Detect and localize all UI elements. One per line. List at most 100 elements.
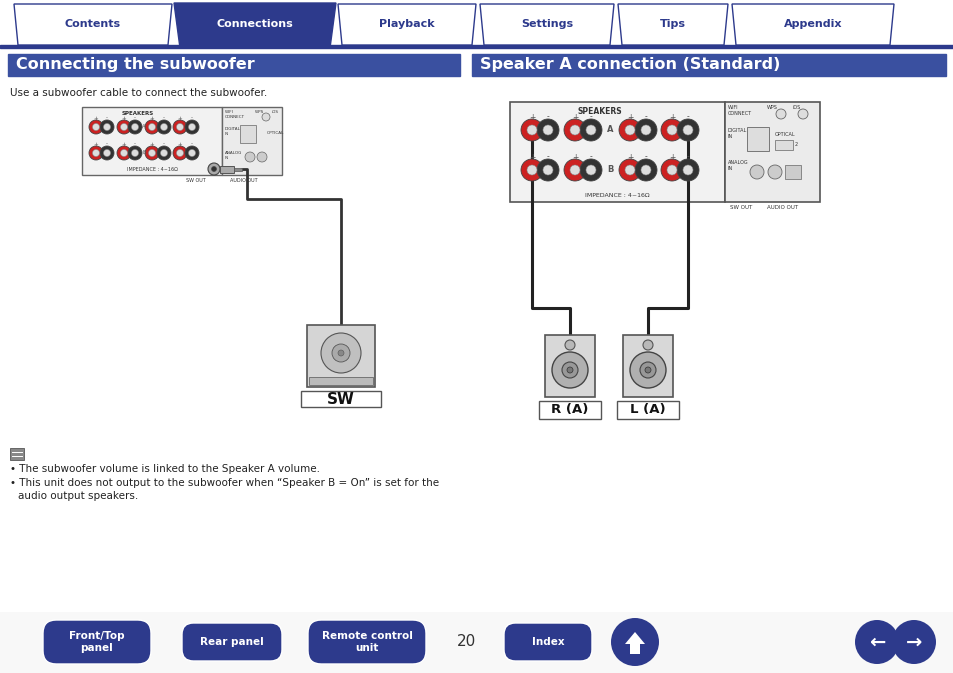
Circle shape <box>640 125 650 135</box>
Text: -: - <box>133 116 136 120</box>
Text: -: - <box>546 153 549 162</box>
Circle shape <box>624 125 635 135</box>
Circle shape <box>89 146 103 160</box>
Text: R (A): R (A) <box>551 404 588 417</box>
Circle shape <box>635 119 657 141</box>
Text: -: - <box>191 116 193 120</box>
Bar <box>220 166 233 172</box>
Circle shape <box>640 165 650 175</box>
Circle shape <box>520 119 542 141</box>
Text: -: - <box>191 141 193 147</box>
Circle shape <box>256 152 267 162</box>
Text: WPS: WPS <box>766 105 777 110</box>
Bar <box>629 644 639 654</box>
Circle shape <box>157 120 171 134</box>
Circle shape <box>145 120 159 134</box>
Polygon shape <box>173 3 335 48</box>
Circle shape <box>610 618 659 666</box>
Bar <box>0 45 953 48</box>
Text: B: B <box>142 151 146 155</box>
Text: DIGITAL
IN: DIGITAL IN <box>225 127 240 135</box>
Text: ←: ← <box>868 633 884 651</box>
Circle shape <box>618 119 640 141</box>
Circle shape <box>103 124 111 131</box>
Circle shape <box>185 120 199 134</box>
Text: +: + <box>668 153 675 162</box>
Text: Rear panel: Rear panel <box>200 637 264 647</box>
Circle shape <box>132 124 138 131</box>
Bar <box>538 401 600 419</box>
Text: Front/Top
panel: Front/Top panel <box>70 631 125 653</box>
Circle shape <box>132 149 138 157</box>
Bar <box>240 125 255 143</box>
Bar <box>784 165 801 179</box>
Text: WPS: WPS <box>254 110 264 114</box>
Circle shape <box>92 149 99 157</box>
Circle shape <box>542 125 553 135</box>
Circle shape <box>569 165 579 175</box>
FancyBboxPatch shape <box>182 623 282 661</box>
Text: -: - <box>686 153 689 162</box>
Circle shape <box>526 165 537 175</box>
Circle shape <box>644 367 650 373</box>
Circle shape <box>585 125 596 135</box>
Polygon shape <box>479 4 614 45</box>
Text: Connecting the subwoofer: Connecting the subwoofer <box>16 57 254 73</box>
Circle shape <box>176 124 183 131</box>
Bar <box>8 54 459 76</box>
Text: A: A <box>142 125 146 129</box>
Circle shape <box>677 119 699 141</box>
Text: -: - <box>589 153 592 162</box>
Text: B: B <box>606 166 613 174</box>
Text: OPTICAL: OPTICAL <box>774 132 795 137</box>
Text: +: + <box>150 116 154 120</box>
Circle shape <box>642 340 652 350</box>
Text: 20: 20 <box>456 635 476 649</box>
Text: -: - <box>106 116 108 120</box>
Circle shape <box>891 620 935 664</box>
Text: +: + <box>626 112 633 122</box>
Circle shape <box>149 149 155 157</box>
Polygon shape <box>337 4 476 45</box>
Circle shape <box>172 120 187 134</box>
Circle shape <box>563 119 585 141</box>
Text: -: - <box>106 141 108 147</box>
Text: +: + <box>177 141 182 147</box>
Circle shape <box>563 159 585 181</box>
Text: -: - <box>644 153 647 162</box>
Text: SW OUT: SW OUT <box>186 178 206 183</box>
Circle shape <box>537 159 558 181</box>
Circle shape <box>100 120 113 134</box>
Text: Settings: Settings <box>520 19 573 29</box>
FancyBboxPatch shape <box>308 620 426 664</box>
Text: SPEAKERS: SPEAKERS <box>578 107 622 116</box>
Text: -: - <box>644 112 647 122</box>
Bar <box>472 54 945 76</box>
Text: Playback: Playback <box>378 19 435 29</box>
Circle shape <box>176 149 183 157</box>
Polygon shape <box>731 4 893 45</box>
Text: SPEAKERS: SPEAKERS <box>122 111 154 116</box>
Bar <box>622 335 672 397</box>
Circle shape <box>542 165 553 175</box>
Circle shape <box>797 109 807 119</box>
Circle shape <box>566 367 573 373</box>
Text: Remote control
unit: Remote control unit <box>321 631 412 653</box>
Circle shape <box>160 124 168 131</box>
Bar <box>0 612 953 673</box>
Text: +: + <box>150 141 154 147</box>
Circle shape <box>320 333 360 373</box>
Text: DIGITAL
IN: DIGITAL IN <box>727 128 746 139</box>
Bar <box>617 401 679 419</box>
Text: +: + <box>177 116 182 120</box>
Circle shape <box>120 124 128 131</box>
Circle shape <box>157 146 171 160</box>
Circle shape <box>585 165 596 175</box>
Circle shape <box>639 362 656 378</box>
Circle shape <box>208 163 220 175</box>
Circle shape <box>172 146 187 160</box>
Circle shape <box>520 159 542 181</box>
Text: -: - <box>163 141 165 147</box>
Text: iOS: iOS <box>792 105 801 110</box>
Text: -: - <box>133 141 136 147</box>
